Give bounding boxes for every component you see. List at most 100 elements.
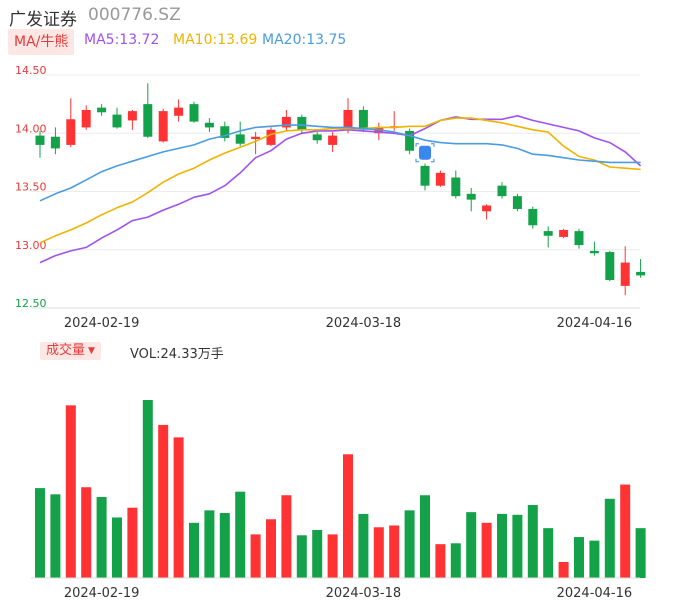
volume-bar [250,534,261,578]
volume-bar [558,561,569,578]
volume-bar [158,424,169,578]
candle-body [512,196,522,209]
volume-bar [620,484,631,578]
ma-line-ma10 [39,117,641,244]
volume-bar [589,540,600,578]
volume-bar [497,513,507,578]
candle-body [589,250,599,254]
ma10-readout: MA10:13.69 [173,32,258,48]
volume-bar [50,494,61,578]
candle-body [220,126,230,138]
volume-bar [404,510,415,578]
price-tick-label: 14.50 [15,64,47,77]
price-tick-label: 14.00 [15,122,47,135]
candle-body [81,109,91,128]
candle-body [204,122,214,128]
candle-body [281,116,291,128]
volume-bar [574,537,584,578]
candle-body [497,185,507,197]
volume-bar [327,534,338,578]
volume-date-label: 2024-03-18 [326,586,402,601]
volume-bar [604,498,615,578]
candle-body [543,231,553,236]
volume-bar [112,517,122,578]
ma-indicator-selector[interactable]: MA/牛熊 [8,29,75,55]
volume-bar [173,437,184,578]
candle-body [127,111,137,121]
candle-body [143,104,153,137]
candle-body [420,165,430,186]
candle-body [435,172,445,186]
candle-body [112,114,122,128]
volume-bar [81,487,92,578]
volume-date-label: 2024-02-19 [64,586,140,601]
candle-body [466,193,476,200]
candle-body [158,111,168,142]
volume-bar [635,528,646,578]
volume-bar [466,512,477,578]
volume-tag-label: 成交量 [46,343,86,358]
volume-bar [142,400,153,578]
candle-body [235,134,245,144]
candle-body [636,271,646,276]
candle-body [174,107,184,116]
price-tick-label: 13.50 [15,181,47,194]
candle-body [559,229,569,237]
volume-bar [343,454,353,578]
volume-bar [543,528,554,578]
candle-body [528,208,538,226]
price-date-label: 2024-04-16 [557,316,633,331]
candle-body [312,134,322,141]
volume-bar [266,519,276,578]
volume-bar [204,510,215,578]
volume-bar [219,513,230,578]
volume-bar [527,505,538,578]
volume-bar [189,522,199,578]
volume-bar [450,543,461,578]
candle-body [35,135,45,145]
volume-bar [312,529,323,578]
candle-body [328,135,338,145]
candle-body [97,107,107,113]
stock-name: 广发证券 [9,10,77,30]
volume-bar [35,488,45,578]
ma-line-ma20 [39,124,641,202]
candle-body [66,119,76,145]
volume-bar [127,507,138,578]
ma5-readout: MA5:13.72 [84,32,160,48]
volume-bar [373,527,384,578]
candle-body [50,136,60,149]
triangle-down-icon: ▼ [88,346,95,356]
ma-line-ma5 [39,115,642,264]
candle-body [451,177,461,197]
volume-bar [281,495,292,578]
volume-bar [96,497,107,578]
candle-body [266,129,276,145]
candle-body [620,262,630,286]
volume-bar [235,491,246,578]
price-tick-label: 12.50 [15,297,47,310]
candle-body [251,136,261,140]
volume-bar [389,525,400,578]
candle-body [574,231,584,246]
volume-indicator-selector[interactable]: 成交量 ▼ [40,342,101,360]
volume-bar [512,514,523,578]
ma20-readout: MA20:13.75 [262,32,347,48]
candle-body [605,252,615,281]
candle-body [405,130,415,151]
current-price-marker-frame [415,143,435,163]
price-date-label: 2024-02-19 [64,316,140,331]
candle-body [358,109,368,130]
current-price-marker-icon [419,145,431,160]
price-tick-label: 13.00 [15,239,47,252]
price-date-label: 2024-03-18 [326,316,402,331]
stock-code: 000776.SZ [88,5,181,25]
volume-bar [420,495,430,578]
volume-bar [65,405,76,578]
candle-body [297,116,307,130]
candle-body [343,109,353,129]
volume-bar [296,535,307,578]
volume-bar [358,513,369,578]
volume-bar [435,544,446,578]
